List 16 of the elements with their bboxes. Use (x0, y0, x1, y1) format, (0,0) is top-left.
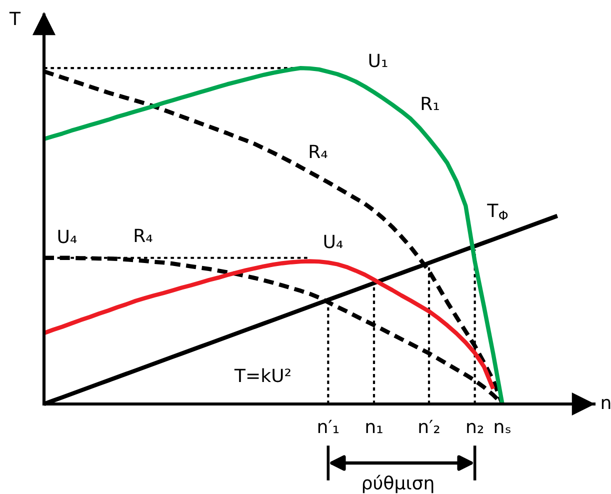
annotation: R₁ (422, 96, 439, 110)
text: U₁ (369, 54, 388, 68)
x-axis-title: n (602, 398, 610, 409)
x-tick-label: n′₁ (318, 420, 339, 434)
x-tick-label: n₂ (467, 422, 484, 434)
annotation: T$_{Φ}$ (487, 204, 508, 220)
y-axis-title: T (9, 12, 21, 25)
x-tick-label: n′₂ (419, 420, 440, 434)
x-tick-label: nₛ (494, 422, 510, 434)
x-tick-label: n₁ (366, 422, 382, 434)
annotation: T=kU² (234, 368, 290, 382)
annotation: U₄ (58, 230, 77, 244)
annotation: R₄ (134, 228, 152, 242)
annotation: R₄ (310, 144, 328, 158)
text: ρύθμιση (362, 474, 434, 494)
annotation: U₄ (324, 234, 343, 248)
